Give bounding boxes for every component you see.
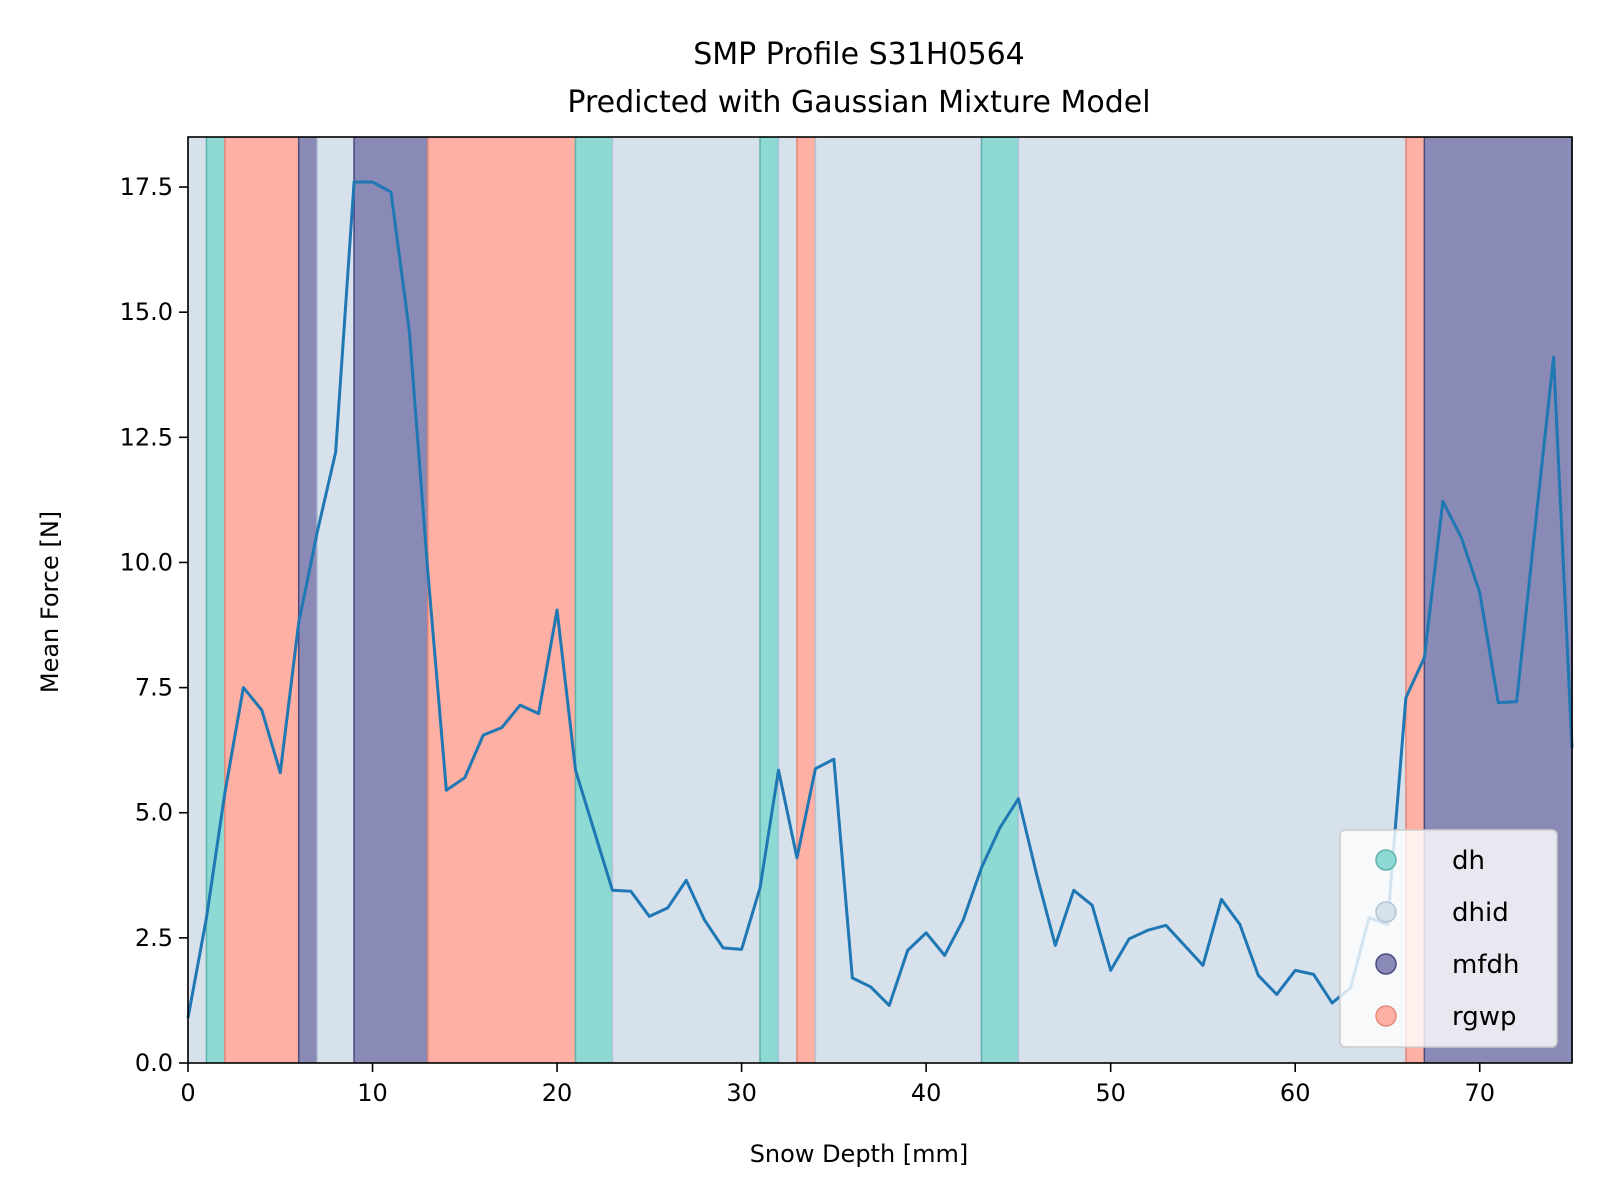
y-tick-label: 15.0: [120, 298, 173, 326]
legend-marker-rgwp: [1376, 1006, 1396, 1026]
segment-dh: [576, 137, 613, 1063]
legend-box: [1340, 830, 1557, 1047]
segment-dh: [206, 137, 224, 1063]
x-tick-label: 20: [542, 1079, 573, 1107]
y-tick-label: 2.5: [135, 924, 173, 952]
segment-mfdh: [299, 137, 317, 1063]
x-tick-label: 60: [1280, 1079, 1311, 1107]
y-tick-label: 7.5: [135, 674, 173, 702]
legend-label-mfdh: mfdh: [1452, 950, 1519, 980]
segment-dhid: [815, 137, 981, 1063]
segment-dh: [981, 137, 1018, 1063]
legend-label-dh: dh: [1452, 846, 1485, 876]
segment-rgwp: [797, 137, 815, 1063]
legend-label-rgwp: rgwp: [1452, 1002, 1517, 1032]
legend-marker-dh: [1376, 850, 1396, 870]
legend-marker-mfdh: [1376, 954, 1396, 974]
x-tick-label: 50: [1095, 1079, 1126, 1107]
y-tick-label: 12.5: [120, 423, 173, 451]
x-tick-label: 30: [726, 1079, 757, 1107]
segment-dhid: [612, 137, 760, 1063]
x-tick-label: 0: [180, 1079, 195, 1107]
y-tick-label: 5.0: [135, 799, 173, 827]
segment-rgwp: [225, 137, 299, 1063]
y-tick-label: 0.0: [135, 1049, 173, 1077]
segment-dh: [760, 137, 778, 1063]
y-tick-label: 17.5: [120, 173, 173, 201]
legend-label-dhid: dhid: [1452, 898, 1509, 928]
segment-dhid: [188, 137, 206, 1063]
chart-subtitle: Predicted with Gaussian Mixture Model: [567, 85, 1150, 120]
x-tick-label: 40: [911, 1079, 942, 1107]
legend-marker-dhid: [1376, 902, 1396, 922]
segment-rgwp: [428, 137, 576, 1063]
y-tick-label: 10.0: [120, 548, 173, 576]
x-axis-label: Snow Depth [mm]: [750, 1140, 969, 1168]
y-axis-label: Mean Force [N]: [36, 511, 64, 693]
legend: dh dhid mfdh rgwp: [1340, 830, 1557, 1047]
x-tick-label: 70: [1464, 1079, 1495, 1107]
segment-mfdh: [354, 137, 428, 1063]
x-tick-label: 10: [357, 1079, 388, 1107]
segment-dhid: [779, 137, 797, 1063]
chart-title: SMP Profile S31H0564: [693, 37, 1025, 72]
